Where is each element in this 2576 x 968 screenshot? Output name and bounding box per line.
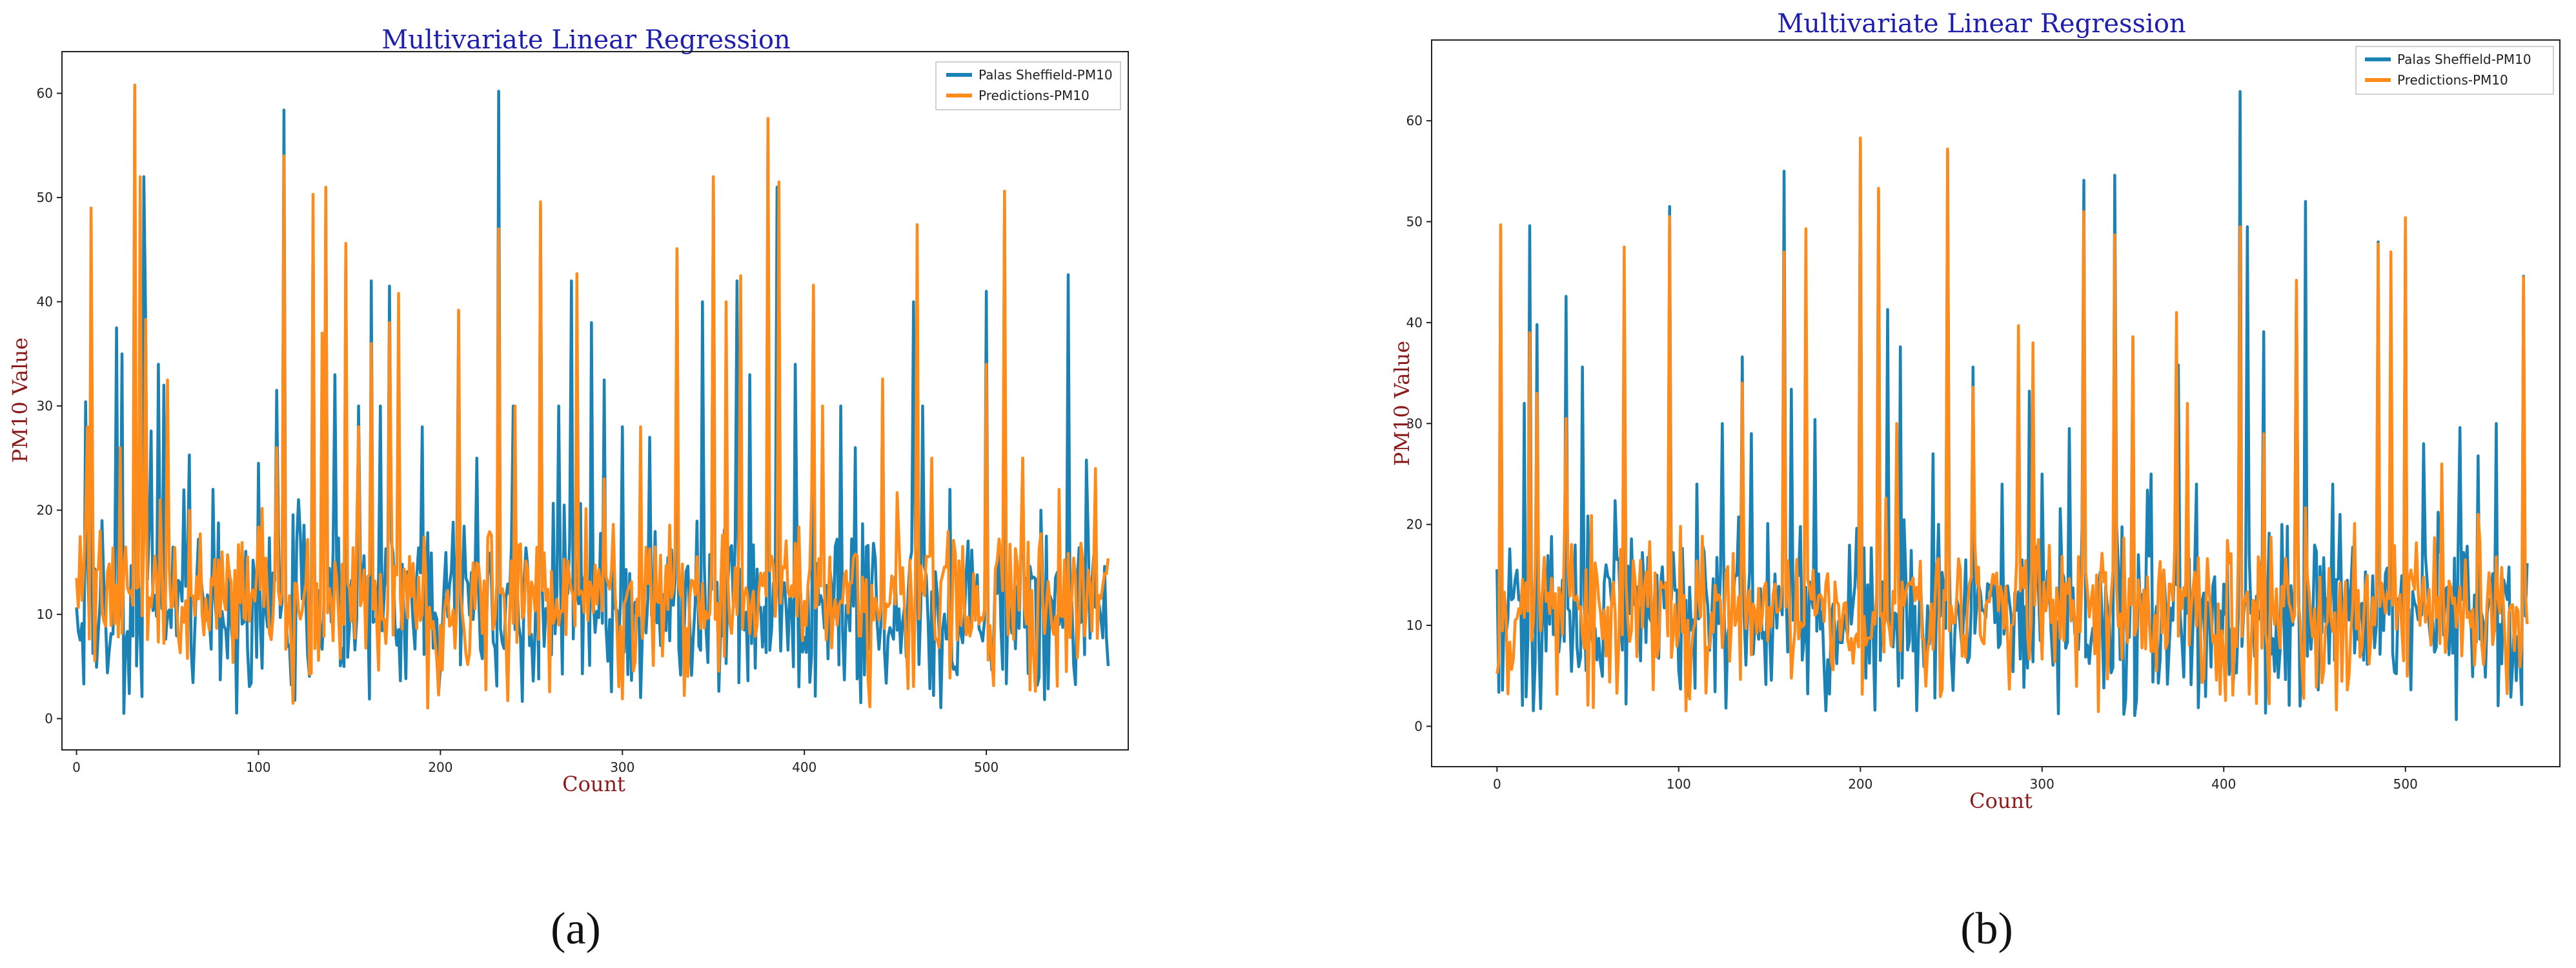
chart-b-y-label: PM10 Value — [1390, 341, 1414, 466]
chart-b-x-label: Count — [1969, 789, 2033, 813]
chart-a-y-tick-label: 10 — [37, 607, 53, 622]
chart-b-x-tick-label: 300 — [2030, 776, 2054, 792]
chart-a-x-tick-label: 300 — [610, 760, 634, 775]
chart-b: Multivariate Linear Regression 0 10 20 30 40… — [1390, 9, 2561, 813]
chart-a: Multivariate Linear Regression 0 10 20 30 40… — [8, 25, 1129, 796]
chart-b-y-tick-label: 0 — [1414, 718, 1423, 734]
chart-a-plot-area — [61, 51, 1129, 751]
chart-a-x-label: Count — [562, 772, 625, 796]
chart-b-x-tick-label: 200 — [1848, 776, 1872, 792]
chart-b-y-tick-label: 20 — [1406, 517, 1423, 532]
chart-a-legend: Palas Sheffield-PM10 Predictions-PM10 — [935, 61, 1121, 110]
chart-a-y-tick-label: 30 — [37, 398, 53, 414]
chart-b-y-axis: 0 10 20 30 40 50 60 — [1406, 113, 1432, 734]
chart-b-x-tick-label: 400 — [2211, 776, 2236, 792]
chart-a-x-axis: 0 100 200 300 400 500 — [72, 750, 999, 775]
chart-b-x-tick-label: 0 — [1493, 776, 1501, 792]
chart-a-title: Multivariate Linear Regression — [381, 25, 790, 55]
chart-a-x-tick-label: 100 — [246, 760, 270, 775]
chart-a-y-tick-label: 20 — [37, 503, 53, 518]
chart-a-legend-box — [935, 61, 1121, 110]
chart-a-series-actual-line — [75, 85, 1110, 715]
chart-a-y-tick-label: 60 — [37, 86, 53, 101]
chart-b-x-tick-label: 100 — [1667, 776, 1691, 792]
chart-b-y-tick-label: 10 — [1406, 618, 1423, 633]
chart-a-x-tick-label: 400 — [792, 760, 816, 775]
chart-b-x-tick-label: 500 — [2393, 776, 2418, 792]
panel-label-b: (b) — [1960, 904, 2013, 954]
chart-b-legend-box — [2355, 46, 2554, 95]
chart-a-series-prediction-line — [75, 83, 1110, 710]
chart-b-legend: Palas Sheffield-PM10 Predictions-PM10 — [2355, 46, 2554, 95]
chart-b-series-prediction-line — [1496, 136, 2529, 714]
chart-a-legend-label-actual: Palas Sheffield-PM10 — [979, 67, 1113, 83]
chart-a-y-tick-label: 40 — [37, 294, 53, 310]
chart-b-plot-area — [1431, 39, 2561, 767]
chart-a-legend-label-prediction: Predictions-PM10 — [979, 88, 1090, 103]
chart-b-y-tick-label: 60 — [1406, 113, 1423, 128]
chart-a-x-tick-label: 0 — [72, 760, 81, 775]
chart-b-y-tick-label: 40 — [1406, 315, 1423, 330]
chart-b-x-axis: 0 100 200 300 400 500 — [1493, 767, 2418, 792]
chart-a-series-group — [75, 83, 1110, 715]
chart-a-y-label: PM10 Value — [8, 338, 32, 463]
chart-a-y-tick-label: 50 — [37, 190, 53, 205]
panel-label-a: (a) — [551, 904, 601, 954]
chart-b-legend-label-actual: Palas Sheffield-PM10 — [2397, 52, 2531, 67]
chart-b-y-tick-label: 30 — [1406, 416, 1423, 431]
chart-b-legend-label-prediction: Predictions-PM10 — [2397, 72, 2508, 88]
chart-a-y-axis: 0 10 20 30 40 50 60 — [37, 86, 62, 727]
chart-a-x-tick-label: 200 — [428, 760, 452, 775]
chart-b-y-tick-label: 50 — [1406, 214, 1423, 230]
chart-a-y-tick-label: 0 — [45, 711, 53, 727]
chart-a-x-tick-label: 500 — [974, 760, 999, 775]
chart-b-series-group — [1496, 90, 2529, 721]
chart-b-title: Multivariate Linear Regression — [1777, 9, 2186, 39]
